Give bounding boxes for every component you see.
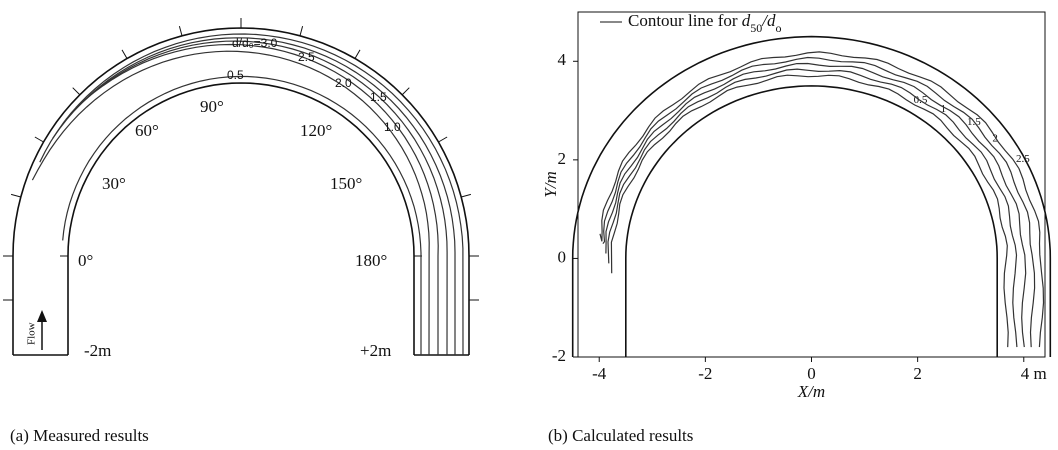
contour-line xyxy=(602,56,1036,348)
angle-label: 60° xyxy=(135,121,159,140)
contour-line xyxy=(65,40,448,356)
channel-inner-wall xyxy=(625,85,998,357)
contour-label: 0.5 xyxy=(227,68,244,82)
x-tick-label: 4 m xyxy=(1021,364,1047,383)
angle-label: 30° xyxy=(102,174,126,193)
contour-label: 2.5 xyxy=(298,50,315,64)
contour-line xyxy=(599,51,1045,348)
contour-line xyxy=(610,74,1009,348)
caption: (b) Calculated results xyxy=(548,426,693,445)
y-tick-label: -2 xyxy=(552,346,566,365)
angle-tick xyxy=(178,25,183,36)
caption: (a) Measured results xyxy=(10,426,149,445)
legend-part: /d xyxy=(761,11,776,30)
y-axis-label: Y/m xyxy=(541,171,560,197)
y-tick-label: 4 xyxy=(558,50,567,69)
angle-tick xyxy=(121,49,128,59)
legend-label: Contour line for d50/do xyxy=(628,11,782,35)
y-tick-label: 0 xyxy=(558,247,567,266)
angle-label: 150° xyxy=(330,174,362,193)
legend-part: o xyxy=(776,21,782,35)
contour-line xyxy=(31,50,430,356)
contour-label: 1 xyxy=(941,103,947,115)
contour-line xyxy=(39,33,464,356)
x-tick-label: -4 xyxy=(592,364,607,383)
angle-tick xyxy=(34,136,44,143)
flow-label: Flow xyxy=(26,322,38,345)
angle-label: 180° xyxy=(355,251,387,270)
x-tick-label: 0 xyxy=(807,364,816,383)
angle-label: 90° xyxy=(200,97,224,116)
angle-label: 0° xyxy=(78,251,93,270)
contour-line xyxy=(52,37,456,355)
contour-line xyxy=(75,43,439,355)
contour-label: 2.5 xyxy=(1016,153,1030,165)
angle-tick xyxy=(299,25,304,36)
end-label: -2m xyxy=(84,341,111,360)
angle-label: 120° xyxy=(300,121,332,140)
contour-line xyxy=(62,75,422,355)
contour-label: 2 xyxy=(992,133,998,145)
x-axis-label: X/m xyxy=(797,382,825,401)
angle-tick xyxy=(401,87,410,96)
channel-outer-wall xyxy=(571,35,1052,357)
angle-tick xyxy=(72,87,81,96)
end-label: +2m xyxy=(360,341,391,360)
flow-arrowhead xyxy=(37,310,47,322)
angle-tick xyxy=(438,136,448,143)
contour-line xyxy=(605,62,1027,348)
channel-inner-wall xyxy=(67,82,415,355)
contour-label: 2.0 xyxy=(335,76,352,90)
contour-label: d/d₀=3.0 xyxy=(232,36,278,50)
legend-part: Contour line for xyxy=(628,11,742,30)
angle-tick xyxy=(354,49,361,59)
legend-part: d xyxy=(742,11,751,30)
x-tick-label: -2 xyxy=(698,364,712,383)
y-tick-label: 2 xyxy=(558,149,567,168)
contour-label: 1.0 xyxy=(384,120,401,134)
contour-label: 1.5 xyxy=(370,90,387,104)
angle-tick xyxy=(10,193,21,198)
contour-line xyxy=(607,68,1018,348)
legend-part: 50 xyxy=(750,21,762,35)
angle-tick xyxy=(461,193,472,198)
x-tick-label: 2 xyxy=(913,364,922,383)
